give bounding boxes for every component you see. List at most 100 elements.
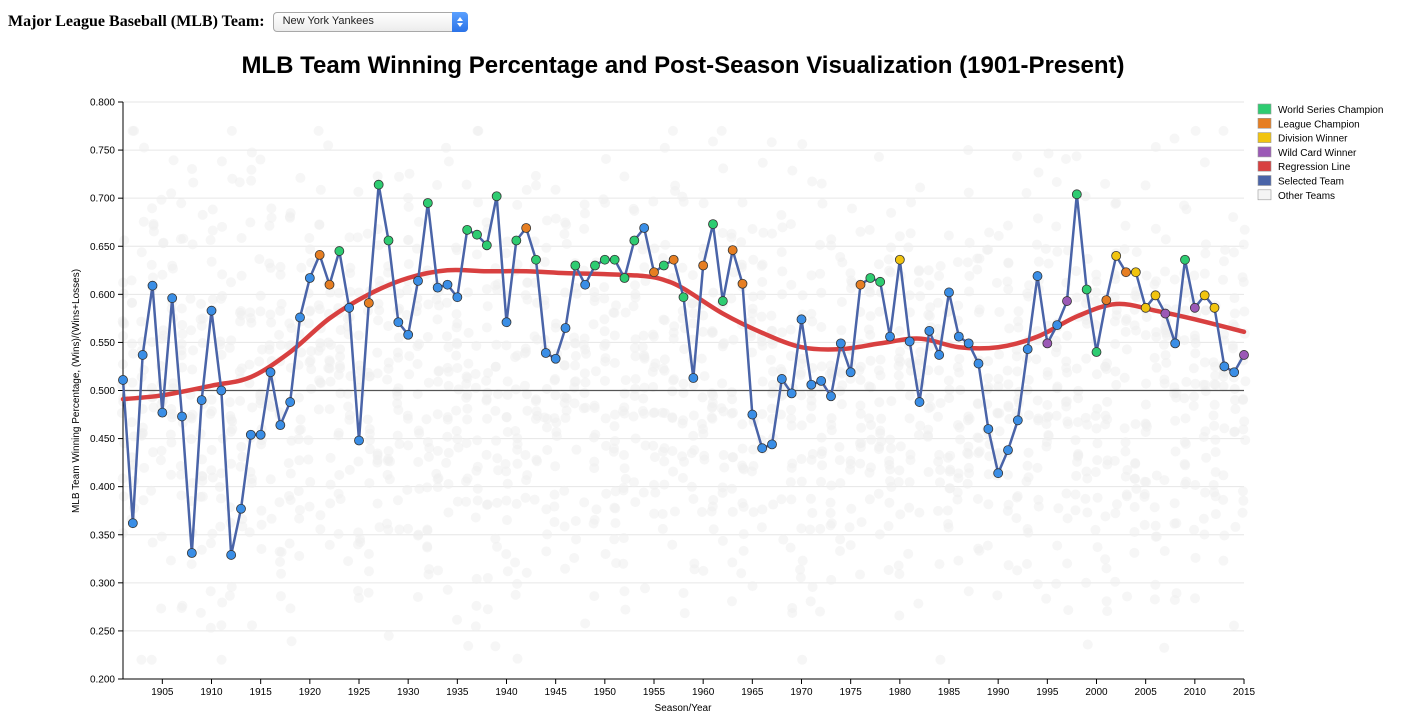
other-team-point [747,581,758,592]
other-team-point [678,378,689,389]
other-team-point [234,177,245,188]
other-team-point [215,493,226,504]
other-team-point [894,326,905,337]
other-team-point [176,338,187,349]
other-team-point [224,342,235,353]
other-team-point [610,503,621,514]
season-point [442,279,453,290]
season-point [747,409,758,420]
other-team-point [1238,239,1249,250]
other-team-point [470,621,481,632]
other-team-point [205,622,216,633]
other-team-point [1160,266,1171,277]
other-team-point [934,559,945,570]
other-team-point [1081,577,1092,588]
other-team-point [1130,473,1141,484]
season-point [599,254,610,265]
select-arrows-icon[interactable] [451,12,468,32]
other-team-point [296,262,307,273]
other-team-point [146,382,157,393]
other-team-point [974,446,985,457]
other-team-point [698,310,709,321]
other-team-point [363,587,374,598]
other-team-point [335,344,346,355]
other-team-point [886,396,897,407]
other-team-point [215,336,226,347]
other-team-point [657,446,668,457]
other-team-point [737,498,748,509]
other-team-point [463,327,474,338]
other-team-point [1120,437,1131,448]
other-team-point [492,453,503,464]
other-team-point [756,336,767,347]
other-team-point [119,318,130,329]
other-team-point [650,358,661,369]
other-team-point [1160,234,1171,245]
other-team-point [462,373,473,384]
other-team-point [1012,565,1023,576]
other-team-point [766,137,777,148]
team-select-dropdown[interactable]: New York Yankees [272,12,468,32]
other-team-point [539,257,550,268]
other-team-point [600,197,611,208]
other-team-point [529,494,540,505]
other-team-point [993,373,1004,384]
other-team-point [1082,419,1093,430]
other-team-point [1002,220,1013,231]
season-point [1209,302,1220,313]
other-team-point [836,368,847,379]
other-team-point [383,630,394,641]
other-team-point [402,284,413,295]
other-team-point [412,341,423,352]
team-select-label: Major League Baseball (MLB) Team: [8,13,265,30]
other-team-point [403,440,414,451]
other-team-point [944,393,955,404]
other-team-point [1061,362,1072,373]
other-team-point [452,496,463,507]
other-team-point [1060,153,1071,164]
chart-title: MLB Team Winning Percentage and Post-Sea… [241,52,1125,79]
other-team-point [166,403,177,414]
season-point [993,468,1004,479]
other-team-point [727,394,738,405]
other-team-point [324,355,335,366]
other-team-point [600,353,611,364]
other-team-point [1201,452,1212,463]
y-tick-label: 0.300 [90,578,115,589]
other-team-point [628,203,639,214]
legend-swatch [1257,146,1272,158]
other-team-point [303,454,314,465]
other-team-point [845,455,856,466]
other-team-point [894,610,905,621]
other-team-point [1218,555,1229,566]
other-team-point [1023,291,1034,302]
other-team-point [1149,352,1160,363]
other-team-point [874,397,885,408]
y-tick-label: 0.350 [90,530,115,541]
other-team-point [245,217,256,228]
other-team-point [1190,125,1201,136]
other-team-point [256,505,267,516]
other-team-point [462,287,473,298]
other-team-point [628,477,639,488]
other-team-point [667,125,678,136]
other-team-point [1219,329,1230,340]
other-team-point [836,399,847,410]
other-team-point [1002,469,1013,480]
other-team-point [836,296,847,307]
season-point [845,367,856,378]
other-team-point [392,398,403,409]
other-team-point [166,188,177,199]
other-team-point [925,401,936,412]
other-team-point [422,482,433,493]
season-point [1140,302,1151,313]
other-team-point [295,414,306,425]
other-team-point [195,491,206,502]
other-team-point [1023,410,1034,421]
other-team-point [1071,151,1082,162]
other-team-point [1013,306,1024,317]
other-team-point [383,267,394,278]
other-team-point [560,563,571,574]
other-team-point [923,365,934,376]
other-team-point [1129,526,1140,537]
